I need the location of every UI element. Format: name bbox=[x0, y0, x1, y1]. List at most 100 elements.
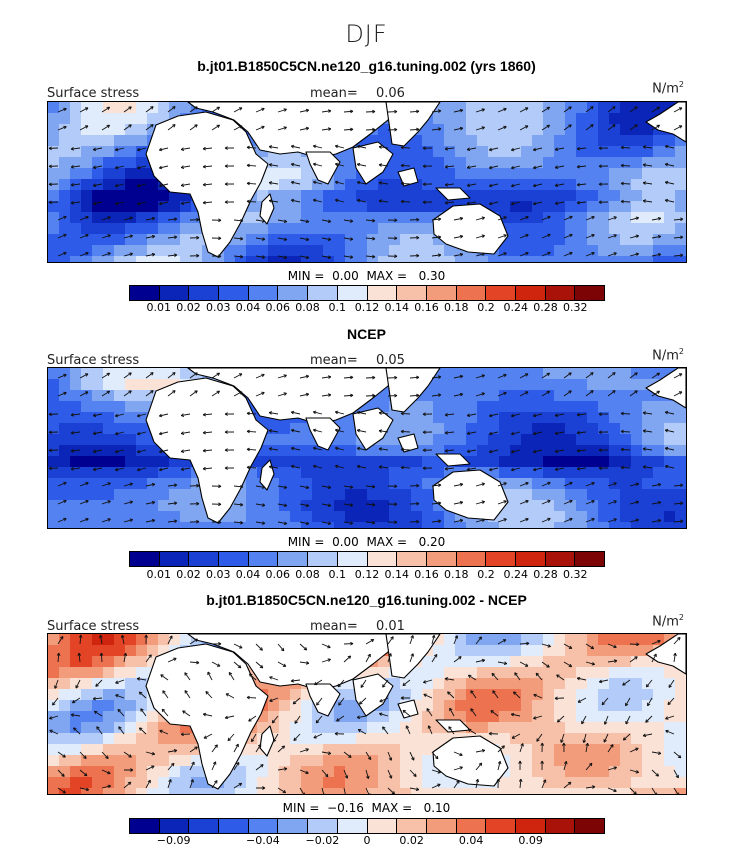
field-cell bbox=[499, 368, 511, 380]
vector-arrow bbox=[277, 643, 285, 652]
field-cell bbox=[521, 157, 533, 169]
field-cell bbox=[345, 223, 357, 235]
australia-outline bbox=[432, 735, 509, 787]
field-cell bbox=[48, 201, 60, 213]
field-cell bbox=[642, 434, 654, 446]
colorbar-tick-label: 0.28 bbox=[533, 301, 558, 314]
field-cell bbox=[125, 245, 137, 257]
field-cell bbox=[59, 423, 71, 435]
field-cell bbox=[389, 522, 401, 528]
field-cell bbox=[609, 412, 621, 424]
field-cell bbox=[565, 634, 577, 646]
vector-arrow bbox=[356, 715, 367, 719]
field-cell bbox=[378, 667, 390, 679]
vector-arrow bbox=[277, 108, 287, 113]
vector-arrow bbox=[629, 747, 639, 753]
field-cell bbox=[477, 667, 489, 679]
field-cell bbox=[389, 511, 401, 523]
vector-arrow bbox=[145, 372, 154, 379]
vector-arrow bbox=[321, 255, 332, 260]
field-cell bbox=[114, 113, 126, 125]
field-cell bbox=[389, 755, 401, 767]
map-canvas bbox=[48, 368, 686, 528]
vector-arrow bbox=[343, 485, 354, 489]
colorbar-swatch bbox=[575, 819, 604, 833]
field-cell bbox=[180, 511, 192, 523]
vector-arrow bbox=[467, 728, 477, 735]
field-cell bbox=[367, 489, 379, 501]
field-cell bbox=[169, 190, 181, 202]
field-cell bbox=[521, 634, 533, 646]
field-cell bbox=[664, 434, 676, 446]
field-cell bbox=[466, 645, 478, 657]
field-cell bbox=[488, 135, 500, 147]
field-cell bbox=[499, 201, 511, 213]
field-cell bbox=[565, 256, 577, 262]
field-cell bbox=[444, 634, 456, 646]
field-cell bbox=[92, 788, 104, 794]
field-cell bbox=[499, 522, 511, 528]
vector-arrow bbox=[233, 236, 244, 241]
vector-arrow bbox=[488, 431, 499, 436]
field-cell bbox=[565, 245, 577, 257]
vector-arrow bbox=[70, 413, 81, 417]
vector-arrow bbox=[365, 653, 371, 663]
field-cell bbox=[334, 700, 346, 712]
vector-arrow bbox=[603, 733, 609, 743]
field-cell bbox=[609, 245, 621, 257]
field-cell bbox=[521, 379, 533, 391]
vector-arrow bbox=[268, 163, 279, 167]
vector-arrow bbox=[57, 107, 67, 113]
vector-arrow bbox=[79, 373, 89, 379]
units-label: N/m2 bbox=[652, 80, 684, 97]
field-cell bbox=[576, 135, 588, 147]
field-cell bbox=[158, 777, 170, 789]
field-cell bbox=[477, 445, 489, 457]
field-cell bbox=[620, 445, 632, 457]
vector-arrow bbox=[497, 500, 507, 505]
vector-arrow bbox=[356, 180, 367, 185]
vector-arrow bbox=[426, 708, 433, 717]
vector-arrow bbox=[312, 198, 323, 203]
field-cell bbox=[433, 467, 445, 479]
field-cell bbox=[631, 190, 643, 202]
field-cell bbox=[433, 634, 445, 646]
field-cell bbox=[609, 201, 621, 213]
field-cell bbox=[290, 445, 302, 457]
colorbar-swatch bbox=[426, 819, 457, 833]
africa-outline bbox=[145, 643, 269, 790]
field-cell bbox=[587, 744, 599, 756]
field-cell bbox=[532, 434, 544, 446]
field-cell bbox=[81, 667, 93, 679]
field-cell bbox=[444, 788, 456, 794]
vector-arrow bbox=[114, 467, 125, 472]
vector-arrow bbox=[184, 672, 191, 681]
vector-arrow bbox=[343, 109, 354, 114]
field-label: Surface stress bbox=[47, 86, 140, 101]
field-cell bbox=[356, 489, 368, 501]
field-cell bbox=[59, 201, 71, 213]
field-cell bbox=[312, 711, 324, 723]
field-cell bbox=[499, 744, 511, 756]
vector-arrow bbox=[136, 183, 147, 188]
colorbar-swatch bbox=[456, 552, 487, 566]
field-cell bbox=[279, 489, 291, 501]
vector-arrow bbox=[224, 715, 235, 720]
vector-arrow bbox=[246, 695, 257, 700]
field-cell bbox=[400, 467, 412, 479]
vector-arrow bbox=[268, 465, 279, 469]
field-cell bbox=[323, 755, 335, 767]
field-cell bbox=[664, 168, 676, 180]
field-cell bbox=[653, 634, 665, 646]
field-cell bbox=[433, 733, 445, 745]
field-cell bbox=[70, 157, 82, 169]
vector-arrow bbox=[475, 636, 482, 645]
vector-arrow bbox=[409, 393, 420, 398]
vector-arrow bbox=[189, 217, 200, 222]
field-cell bbox=[70, 500, 82, 512]
east-asia-outline bbox=[385, 102, 441, 147]
field-cell bbox=[312, 256, 324, 262]
vector-arrow bbox=[585, 124, 594, 131]
vector-arrow bbox=[189, 519, 200, 524]
field-cell bbox=[92, 124, 104, 136]
